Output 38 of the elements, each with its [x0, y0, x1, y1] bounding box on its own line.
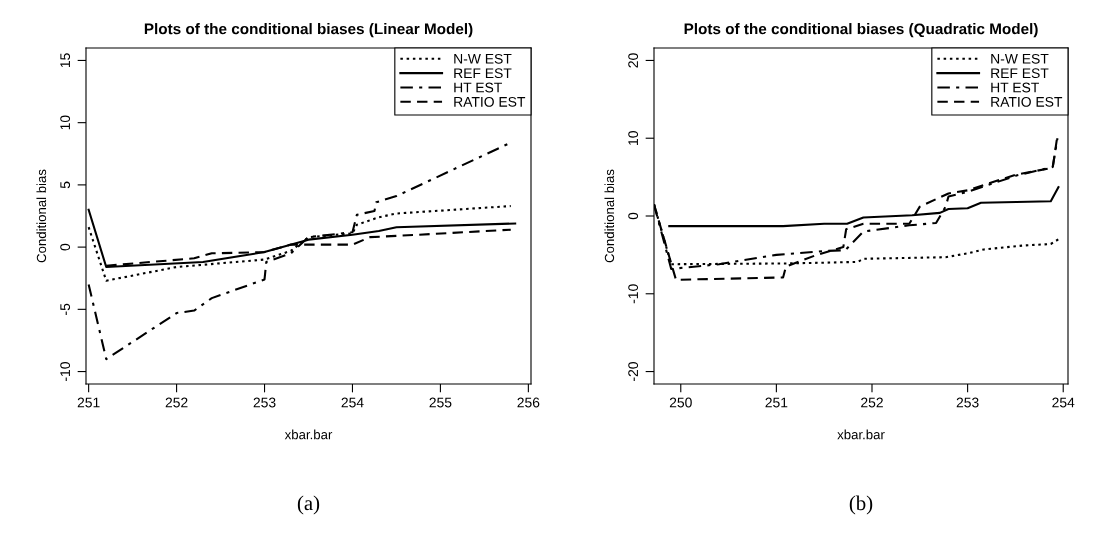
y-tick-label: 20	[628, 53, 639, 68]
x-tick-label: 256	[517, 397, 540, 408]
legend-label: REF EST	[991, 68, 1049, 79]
x-tick-label: 250	[669, 397, 692, 408]
x-tick-label: 253	[253, 397, 276, 408]
legend-label: N-W EST	[454, 53, 512, 64]
x-tick-label: 254	[341, 397, 364, 408]
x-axis-title: xbar.bar	[284, 429, 333, 440]
y-tick-label: -5	[60, 303, 71, 315]
y-tick-label: 15	[60, 53, 71, 68]
x-tick-label: 253	[956, 397, 979, 408]
y-tick-label: -10	[628, 284, 639, 304]
x-tick-label: 252	[165, 397, 188, 408]
x-axis-title: xbar.bar	[837, 429, 885, 440]
legend-label: RATIO EST	[454, 96, 526, 107]
y-tick-label: 0	[60, 243, 71, 251]
text: (a)	[297, 495, 320, 515]
y-tick-label: 10	[60, 115, 71, 130]
legend-label: N-W EST	[991, 53, 1049, 64]
x-tick-label: 251	[765, 397, 788, 408]
y-tick-label: 10	[628, 131, 639, 145]
x-tick-label: 255	[429, 397, 452, 408]
legend-label: REF EST	[454, 68, 512, 79]
y-axis-title: Conditional bias	[36, 169, 47, 263]
legend-label: HT EST	[454, 82, 502, 93]
text: (b)	[849, 495, 873, 515]
y-axis-title: Conditional bias	[604, 169, 615, 263]
legend-label: HT EST	[991, 82, 1039, 93]
y-tick-label: 0	[628, 212, 639, 220]
y-tick-label: -20	[628, 362, 639, 381]
x-tick-label: 251	[77, 397, 100, 408]
chart-title: Plots of the conditional biases (Quadratic Model)	[684, 23, 1038, 38]
legend-label: RATIO EST	[991, 96, 1063, 107]
y-tick-label: -10	[60, 362, 71, 381]
x-tick-label: 252	[861, 397, 883, 408]
chart-title: Plots of the conditional biases (Linear Model)	[144, 23, 473, 38]
x-tick-label: 254	[1052, 397, 1075, 408]
y-tick-label: 5	[60, 181, 71, 189]
